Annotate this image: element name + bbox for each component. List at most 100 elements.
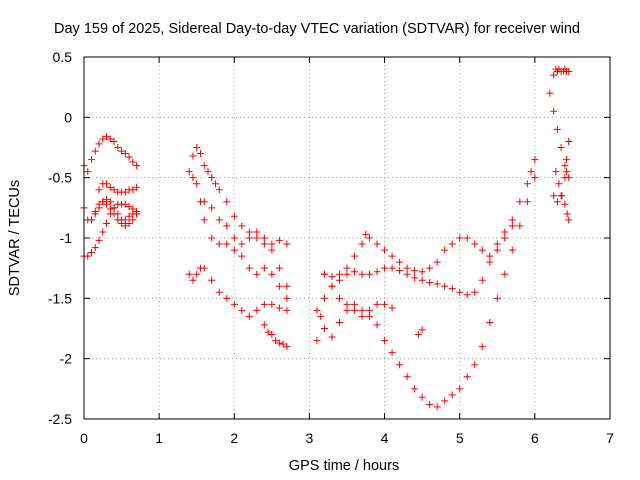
- data-point-arc-0a-4: [95, 140, 103, 148]
- data-point-arc-1d-4: [230, 234, 238, 242]
- data-point-arc-2d-6: [362, 230, 370, 238]
- data-point-arc-0e-7: [121, 188, 129, 196]
- data-point-arc-2d-12: [403, 264, 411, 272]
- data-point-arc-0c-12: [125, 203, 133, 211]
- data-point-arc-2a-16: [426, 279, 434, 287]
- data-point-arc-2b-8: [373, 321, 381, 329]
- data-point-arc-1b-13: [268, 270, 276, 278]
- data-point-arc-2d-18: [448, 240, 456, 248]
- data-point-arc-1a-11: [245, 228, 253, 236]
- data-point-arc-2b-0: [313, 306, 321, 314]
- data-point-arc-3b-1: [550, 107, 558, 115]
- data-point-arc-2b-20: [463, 373, 471, 381]
- x-tick-label-0: 0: [80, 430, 88, 446]
- data-point-arc-0a-3: [91, 147, 99, 155]
- data-point-arc-0d-4: [103, 200, 111, 208]
- data-point-arc-2e-0: [414, 331, 422, 339]
- data-point-arc-0c-3: [91, 244, 99, 252]
- data-point-arc-2b-5: [351, 300, 359, 308]
- data-point-arc-2d-22: [478, 246, 486, 254]
- data-point-arc-0a-11: [121, 150, 129, 158]
- data-point-arc-3a-0: [550, 71, 558, 79]
- data-point-arc-1a-3: [200, 162, 208, 170]
- data-point-arc-2a-0: [313, 337, 321, 345]
- data-point-arc-2b-3: [335, 318, 343, 326]
- data-point-arc-1b-1: [189, 174, 197, 182]
- data-point-arc-2c-6: [366, 306, 374, 314]
- data-point-arc-2b-16: [433, 403, 441, 411]
- data-point-arc-1b-7: [223, 240, 231, 248]
- data-point-arc-2c-9: [388, 304, 396, 312]
- data-point-arc-2b-1: [320, 325, 328, 332]
- data-point-arc-0c-4: [95, 236, 103, 244]
- data-point-arc-2b-12: [403, 373, 411, 381]
- series-arc-2d: [320, 222, 516, 281]
- data-point-arc-2a-12: [396, 267, 404, 275]
- series-arc-2c: [320, 270, 396, 320]
- data-point-arc-0a-2: [88, 156, 96, 164]
- data-point-arc-0a-5: [99, 135, 107, 143]
- data-point-arc-2d-26: [508, 222, 516, 230]
- data-point-arc-1a-13: [260, 240, 268, 248]
- data-point-arc-2d-25: [501, 234, 509, 242]
- data-point-arc-2a-9: [373, 268, 381, 276]
- x-tick-label-6: 6: [531, 430, 539, 446]
- data-point-arc-1d-7: [253, 228, 261, 236]
- data-point-arc-2a-2: [320, 294, 328, 302]
- data-point-arc-0d-3: [99, 198, 107, 206]
- data-point-arc-1d-10: [275, 236, 283, 244]
- data-point-arc-2d-21: [471, 240, 479, 248]
- data-point-arc-1d-6: [245, 234, 253, 242]
- data-point-arc-0d-10: [125, 220, 133, 228]
- x-tick-label-3: 3: [306, 430, 314, 446]
- data-point-arc-0c-8: [110, 204, 118, 212]
- data-point-arc-2c-1: [328, 282, 336, 290]
- data-point-arc-2a-31: [531, 156, 539, 164]
- series-arc-1a: [189, 144, 291, 290]
- data-point-arc-1a-2: [196, 150, 204, 158]
- data-point-arc-3c-3: [561, 174, 569, 182]
- data-markers: [80, 65, 573, 411]
- x-axis-label: GPS time / hours: [289, 458, 399, 474]
- data-point-arc-1b-9: [238, 252, 246, 260]
- data-point-arc-1b-8: [230, 246, 238, 254]
- data-point-arc-2c-2: [335, 294, 343, 302]
- data-point-arc-1b-11: [253, 270, 261, 278]
- data-point-arc-2d-13: [411, 267, 419, 275]
- data-point-arc-2d-8: [373, 240, 381, 248]
- data-point-arc-1c-14: [275, 304, 283, 312]
- data-point-arc-2d-24: [493, 246, 501, 254]
- data-point-arc-2d-3: [343, 264, 351, 272]
- data-point-arc-0d-12: [133, 210, 141, 218]
- data-point-arc-2a-29: [523, 180, 531, 188]
- data-point-arc-2d-9: [381, 246, 389, 254]
- series-arc-1b: [185, 168, 291, 302]
- series-arc-1e: [260, 321, 291, 351]
- data-point-arc-3b-3: [557, 144, 565, 151]
- data-point-arc-1c-15: [283, 306, 291, 314]
- y-tick-label-2: -1.5: [48, 290, 72, 306]
- data-point-arc-2c-5: [358, 312, 366, 320]
- data-point-arc-2c-3: [343, 300, 351, 308]
- data-point-arc-2a-4: [335, 276, 343, 284]
- data-point-arc-1e-4: [275, 339, 283, 347]
- axis-ticks: 0 1 2 3 4 5 6 7 -2.5 -2 -1.5 -1 -0.5 0 0.5: [48, 49, 614, 446]
- data-point-arc-1b-2: [193, 180, 201, 188]
- data-point-arc-1b-15: [283, 294, 291, 302]
- data-point-arc-1d-2: [215, 216, 223, 224]
- data-point-arc-1e-2: [268, 331, 276, 339]
- data-point-arc-2b-25: [501, 270, 509, 278]
- data-point-arc-2b-4: [343, 306, 351, 314]
- data-point-arc-3b-2: [553, 125, 561, 133]
- data-point-arc-2d-1: [328, 273, 336, 281]
- data-point-arc-2a-13: [403, 270, 411, 278]
- data-point-arc-2b-22: [478, 343, 486, 351]
- data-point-arc-2a-6: [351, 268, 359, 276]
- data-point-arc-1d-5: [238, 240, 246, 248]
- data-point-arc-1d-8: [260, 234, 268, 242]
- data-point-arc-2e-1: [418, 326, 426, 334]
- data-point-arc-0c-13: [129, 205, 137, 213]
- data-point-arc-1b-10: [245, 264, 253, 272]
- data-point-arc-0e-2: [103, 180, 111, 188]
- data-point-arc-1c-2: [193, 270, 201, 278]
